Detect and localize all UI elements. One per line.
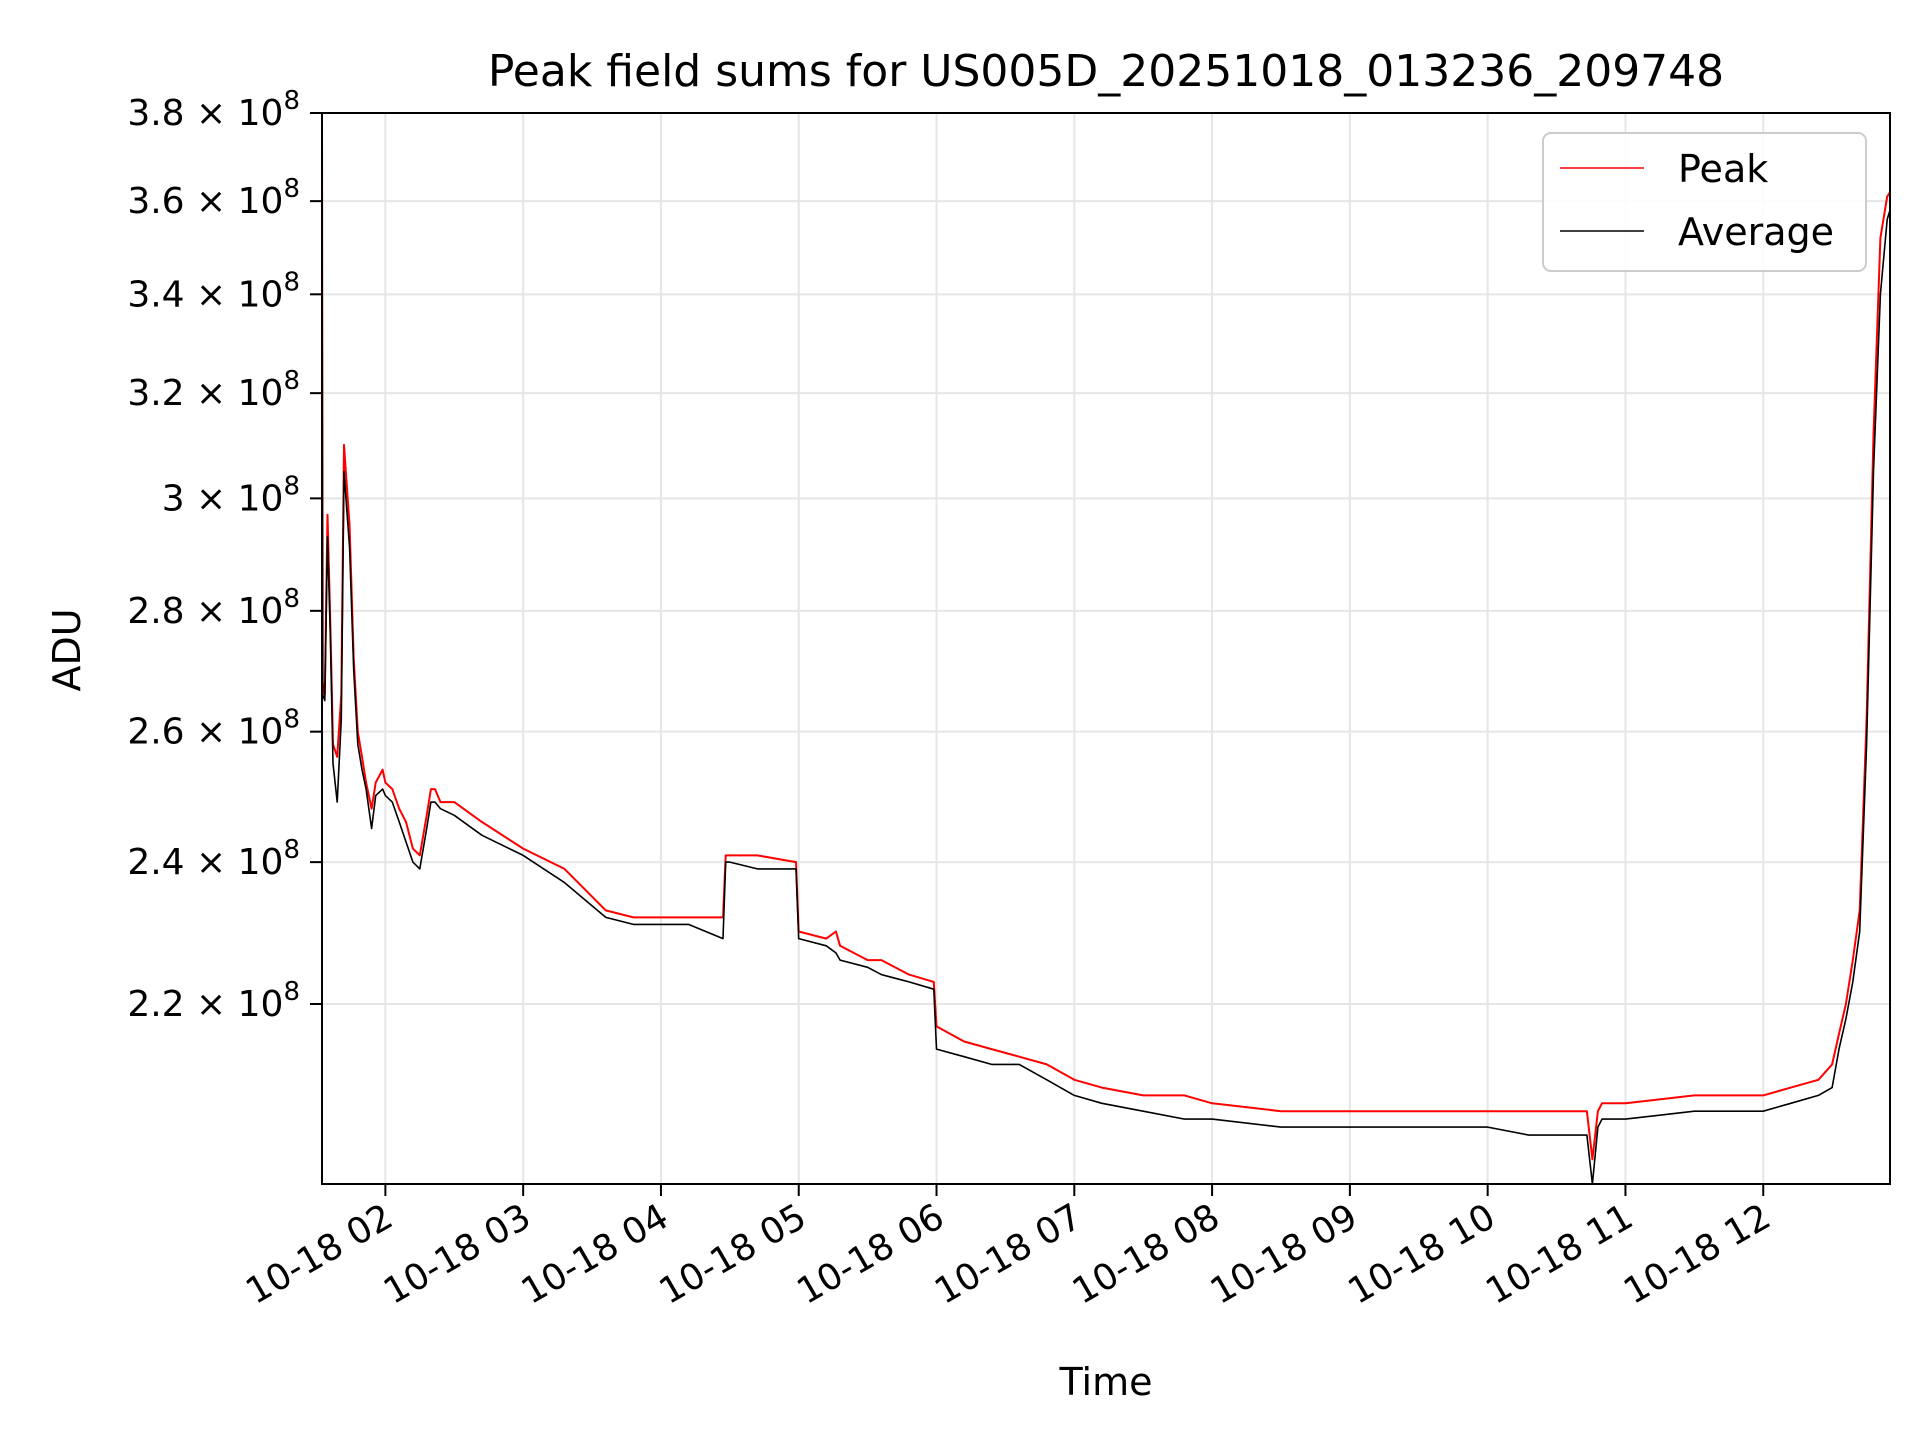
plot-frame [321,112,1891,1185]
y-axis-label: ADU [45,608,89,691]
y-tick-base: × 10 [185,712,284,753]
y-tick-mantissa: 3 [162,478,185,519]
y-tick-mantissa: 3.6 [127,181,184,222]
legend-label-average: Average [1678,210,1834,254]
y-tick-base: × 10 [185,478,284,519]
y-tick-exponent: 8 [283,977,300,1007]
y-tick-base: × 10 [185,591,284,632]
y-tick-label: 3.4 × 108 [127,267,300,315]
y-tick-mantissa: 2.8 [127,591,184,632]
y-tick-base: × 10 [185,842,284,883]
y-tick-label: 3.8 × 108 [127,86,300,134]
y-tick-exponent: 8 [283,835,300,865]
y-tick-label: 3.6 × 108 [127,174,300,222]
y-tick-label: 2.2 × 108 [127,977,300,1025]
y-tick-label: 2.8 × 108 [127,584,300,632]
y-tick-base: × 10 [185,274,284,315]
y-tick-mantissa: 3.2 [127,373,184,414]
y-tick-exponent: 8 [283,584,300,614]
series-line-peak [322,113,1890,1161]
y-tick-exponent: 8 [283,705,300,735]
y-tick-mantissa: 2.4 [127,842,184,883]
y-tick-mantissa: 2.2 [127,984,184,1025]
legend: Peak Average [1542,132,1867,272]
y-tick-mantissa: 2.6 [127,712,184,753]
chart-title: Peak field sums for US005D_20251018_0132… [488,46,1724,97]
y-tick-base: × 10 [185,181,284,222]
y-tick-exponent: 8 [283,174,300,204]
series-line-average [322,156,1890,1184]
y-tick-base: × 10 [185,984,284,1025]
y-tick-label: 2.4 × 108 [127,835,300,883]
y-tick-exponent: 8 [283,86,300,116]
y-tick-base: × 10 [185,93,284,134]
legend-label-peak: Peak [1678,147,1768,191]
x-axis-label: Time [1059,1360,1153,1404]
series-group [322,113,1890,1184]
y-tick-exponent: 8 [283,366,300,396]
y-tick-exponent: 8 [283,471,300,501]
y-tick-exponent: 8 [283,267,300,297]
y-tick-base: × 10 [185,373,284,414]
y-tick-mantissa: 3.8 [127,93,184,134]
y-tick-label: 3 × 108 [162,471,300,519]
y-tick-label: 3.2 × 108 [127,366,300,414]
y-tick-label: 2.6 × 108 [127,705,300,753]
y-tick-mantissa: 3.4 [127,274,184,315]
